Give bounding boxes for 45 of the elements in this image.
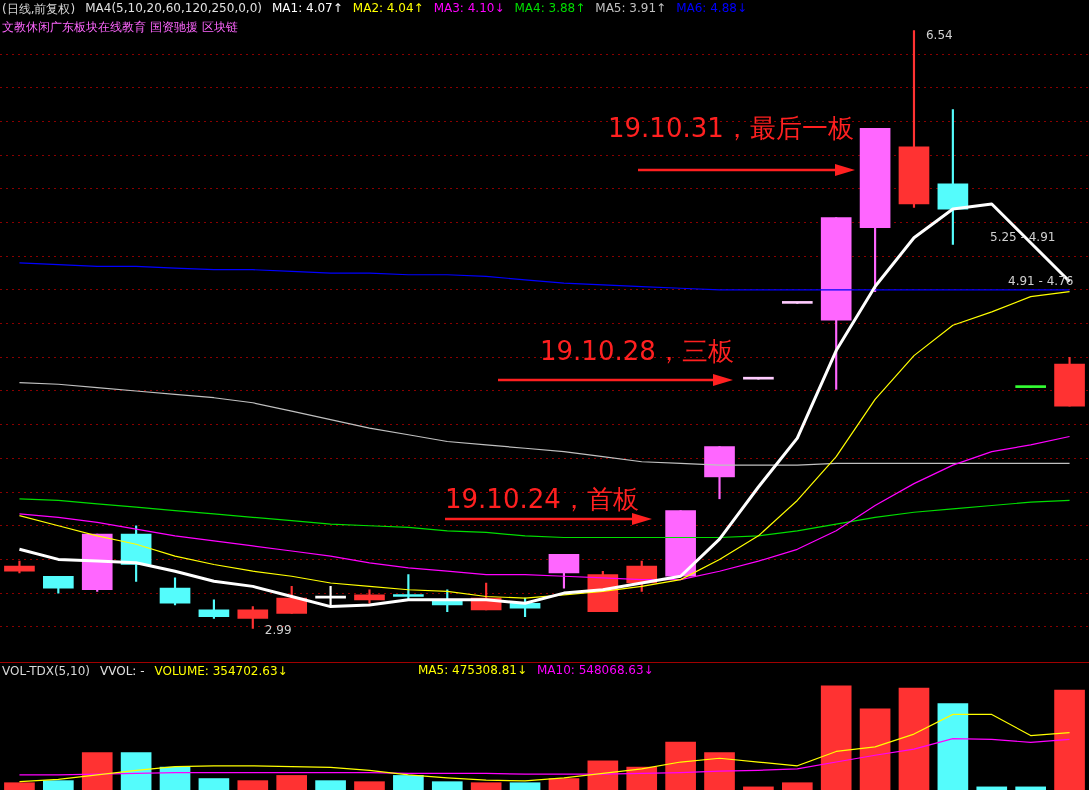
annotation: 19.10.24，首板 (445, 483, 639, 516)
text: MA10: 548068.63↓ (537, 663, 654, 677)
annotation: 5.25 - 4.91 (990, 230, 1056, 244)
chart-title: (日线,前复权) (2, 1, 76, 18)
bar (237, 780, 269, 790)
bar (781, 782, 813, 790)
bar (470, 782, 502, 790)
bar (1054, 689, 1085, 790)
text: MA5: 3.91↑ (595, 1, 667, 17)
chart-subtitle: MA4(5,10,20,60,120,250,0,0) (85, 1, 262, 17)
bar (548, 778, 580, 790)
text: VOLUME: 354702.63↓ (154, 664, 288, 678)
bar (354, 781, 385, 790)
bar (859, 708, 891, 790)
bar (81, 752, 113, 790)
bar (120, 752, 152, 790)
bar (704, 752, 735, 790)
bar (509, 782, 541, 790)
text: MA1: 4.07↑ (271, 1, 343, 17)
bar (159, 766, 191, 790)
annotation: 4.91 - 4.76 (1008, 274, 1074, 288)
text: MA6: 4.88↓ (676, 1, 747, 17)
bar (665, 741, 696, 790)
text: MA3: 4.10↓ (433, 1, 505, 17)
bar (820, 685, 852, 790)
bar (198, 778, 230, 790)
bar (937, 703, 969, 790)
bar (315, 780, 346, 790)
annotation: 文教休闲广东板块在线教育 国资驰援 区块链 (2, 19, 238, 36)
bar (431, 781, 463, 790)
bar (393, 775, 424, 790)
chart-subtitle: VVOL: - (100, 664, 145, 678)
bar (626, 766, 658, 790)
bar (898, 687, 930, 790)
annotation: 2.99 (264, 622, 292, 637)
annotation: 6.54 (925, 27, 953, 42)
annotation: 19.10.31，最后一板 (608, 112, 854, 145)
text: MA5: 475308.81↓ (418, 663, 528, 677)
text: MA2: 4.04↑ (352, 1, 424, 17)
bar (276, 775, 308, 790)
bar (43, 780, 74, 790)
chart-title: VOL-TDX(5,10) (2, 664, 91, 678)
bar (4, 782, 35, 790)
text: MA4: 3.88↑ (514, 1, 586, 17)
annotation: 19.10.28，三板 (540, 335, 734, 368)
